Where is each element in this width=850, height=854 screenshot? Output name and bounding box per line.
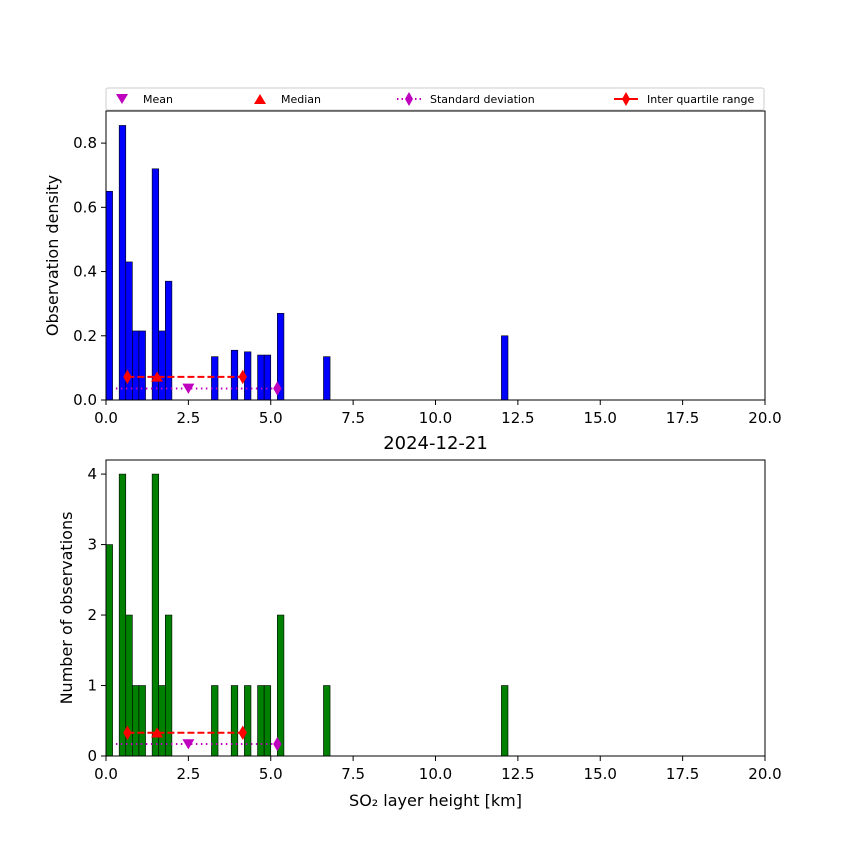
legend-mean: Mean xyxy=(116,93,173,106)
density-y-tick-label: 0.6 xyxy=(73,198,97,216)
count-median-marker xyxy=(151,727,164,738)
count-y-tick-label: 1 xyxy=(87,677,97,695)
count-bar xyxy=(211,685,219,757)
count-x-tick-label: 7.5 xyxy=(341,765,365,783)
std-marker-icon xyxy=(405,92,413,106)
density-x-tick-label: 10.0 xyxy=(419,409,452,427)
count-x-tick-label: 12.5 xyxy=(501,765,534,783)
density-stats xyxy=(115,369,282,396)
density-y-tick-label: 0.4 xyxy=(73,263,97,281)
legend-frame xyxy=(105,87,765,111)
count-bar xyxy=(323,685,331,757)
count-x-tick-label: 20.0 xyxy=(748,765,781,783)
count-histogram: 2024-12-21 0.0 2.5 5.0 7.5 10.0 12.5 15.0 17.5 2… xyxy=(57,433,782,810)
legend-mean-label: Mean xyxy=(143,93,173,106)
density-x-tick-label: 7.5 xyxy=(341,409,365,427)
count-y-axis-label: Number of observations xyxy=(57,512,76,705)
density-histogram: 0.0 2.5 5.0 7.5 10.0 12.5 15.0 17.5 20.0 0.00.20… xyxy=(43,110,782,427)
count-bar xyxy=(165,614,173,757)
density-x-tick-label: 5.0 xyxy=(259,409,283,427)
legend-median-label: Median xyxy=(281,93,321,106)
density-axes-frame xyxy=(105,110,766,401)
density-bar xyxy=(323,356,331,401)
density-std-marker xyxy=(273,381,282,396)
density-x-tick-label: 0.0 xyxy=(94,409,118,427)
legend-iqr: Inter quartile range xyxy=(614,92,754,106)
density-bar xyxy=(165,280,173,401)
density-bar xyxy=(132,330,140,401)
count-stats xyxy=(115,725,282,752)
density-x-tick-label: 2.5 xyxy=(176,409,200,427)
density-y-tick-label: 0.0 xyxy=(73,391,97,409)
density-iqr-low-marker xyxy=(123,369,132,385)
density-y-axis-label: Observation density xyxy=(43,175,62,336)
count-bar xyxy=(244,685,252,757)
legend-std-label: Standard deviation xyxy=(430,93,535,106)
count-axes-frame xyxy=(105,459,766,757)
density-bar xyxy=(158,330,166,401)
density-x-ticks: 0.0 2.5 5.0 7.5 10.0 12.5 15.0 17.5 20.0 xyxy=(94,400,782,427)
count-bar xyxy=(132,685,140,757)
density-bar xyxy=(138,330,146,401)
count-bar xyxy=(277,614,285,757)
density-iqr-high-marker xyxy=(238,369,247,385)
density-x-tick-label: 17.5 xyxy=(666,409,699,427)
count-iqr-low-marker xyxy=(123,725,132,740)
density-bar xyxy=(230,349,239,401)
count-bar xyxy=(501,685,509,757)
count-x-tick-label: 17.5 xyxy=(666,765,699,783)
count-x-ticks: 0.0 2.5 5.0 7.5 10.0 12.5 15.0 17.5 20.0 xyxy=(94,756,782,783)
count-y-tick-label: 3 xyxy=(87,536,97,554)
count-bar xyxy=(257,685,265,757)
count-mean-marker xyxy=(182,739,195,750)
count-y-tick-label: 2 xyxy=(87,606,97,624)
density-y-ticks: 0.0 0.2 0.4 0.6 0.8 xyxy=(73,134,106,409)
count-x-tick-label: 10.0 xyxy=(419,765,452,783)
mean-marker-icon xyxy=(116,94,128,104)
legend: Mean Median Standard deviation Inter qua… xyxy=(105,87,765,111)
count-y-ticks: 0 1 2 3 4 xyxy=(87,465,106,765)
count-x-tick-label: 5.0 xyxy=(259,765,283,783)
density-bar xyxy=(151,168,160,401)
count-x-axis-label: SO₂ layer height [km] xyxy=(349,791,522,810)
density-bar xyxy=(211,356,219,401)
count-x-tick-label: 2.5 xyxy=(176,765,200,783)
count-bar xyxy=(230,685,239,757)
density-bar xyxy=(105,190,113,401)
count-x-tick-label: 15.0 xyxy=(584,765,617,783)
density-bar xyxy=(263,354,272,401)
legend-median: Median xyxy=(254,93,321,106)
count-bar xyxy=(151,473,160,757)
density-bar xyxy=(501,335,509,401)
density-y-tick-label: 0.8 xyxy=(73,134,97,152)
count-bar xyxy=(138,685,146,757)
count-bars xyxy=(105,473,509,757)
count-iqr-high-marker xyxy=(238,725,247,740)
density-x-tick-label: 12.5 xyxy=(501,409,534,427)
count-bar xyxy=(105,544,113,757)
density-bars xyxy=(105,125,509,401)
count-bar xyxy=(158,685,166,757)
density-bar xyxy=(257,354,265,401)
legend-iqr-label: Inter quartile range xyxy=(647,93,754,106)
count-y-tick-label: 0 xyxy=(87,747,97,765)
count-bar xyxy=(263,685,272,757)
count-std-marker xyxy=(273,736,282,752)
count-bar xyxy=(118,473,127,757)
density-median-marker xyxy=(151,371,164,382)
density-y-tick-label: 0.2 xyxy=(73,327,97,345)
iqr-marker-icon xyxy=(622,92,630,106)
density-x-tick-label: 15.0 xyxy=(584,409,617,427)
legend-std: Standard deviation xyxy=(397,92,535,106)
density-mean-marker xyxy=(182,383,195,394)
count-chart-title: 2024-12-21 xyxy=(383,433,488,454)
count-x-tick-label: 0.0 xyxy=(94,765,118,783)
count-y-tick-label: 4 xyxy=(87,465,97,483)
density-x-tick-label: 20.0 xyxy=(748,409,781,427)
density-bar xyxy=(118,125,127,401)
median-marker-icon xyxy=(254,94,266,104)
